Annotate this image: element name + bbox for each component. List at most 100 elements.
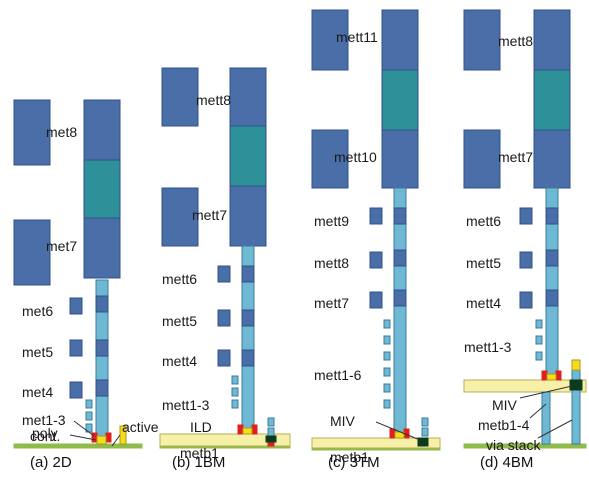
met6-square	[95, 295, 109, 313]
mett10-block	[311, 129, 349, 189]
mett1-3-small-via-b3	[231, 399, 239, 409]
mett1-6-small-via-c4	[383, 367, 391, 377]
mett8-stack-block-d	[533, 9, 571, 71]
poly-pointer	[69, 434, 97, 441]
metb1-via-c2	[421, 427, 429, 437]
ild-layer-d	[463, 379, 587, 393]
mett6-side-square	[217, 265, 231, 283]
met4-square	[95, 379, 109, 397]
mett1-3-small-via-d1	[535, 319, 543, 329]
caption-c: (c) 3TM	[328, 454, 380, 471]
label-mett7: mett7	[192, 207, 227, 223]
contact-red-c1	[389, 428, 396, 439]
miv-d	[569, 379, 583, 391]
mett9-square	[393, 207, 407, 225]
caption-d: (d) 4BM	[480, 454, 533, 471]
mett6-square-d	[545, 207, 559, 225]
poly-yellow-a1	[96, 435, 107, 445]
poly-yellow-d1	[546, 373, 557, 381]
miv-c	[417, 437, 429, 447]
via-stack-pointer-d	[537, 419, 573, 439]
label-mett5: mett5	[162, 313, 197, 329]
label-met5: met5	[22, 344, 53, 360]
met8-stack-block	[83, 99, 121, 163]
mett1-6-small-via-c1	[383, 319, 391, 329]
met5-square	[95, 339, 109, 357]
substrate-d	[463, 443, 587, 449]
label-mett7-d: mett7	[498, 149, 533, 165]
label-mett6: mett6	[162, 271, 197, 287]
mett4-square-d	[545, 289, 559, 307]
teal-via-block-c	[381, 69, 419, 131]
label-poly: poly	[32, 425, 58, 441]
mett8-block	[161, 67, 199, 127]
mett1-6-small-via-c3	[383, 351, 391, 361]
mett1-6-small-via-c5	[383, 383, 391, 393]
contact-red-b1	[237, 424, 244, 435]
mett4-side-square	[217, 349, 231, 367]
mett11-stack-block	[381, 9, 419, 71]
mett10-stack-block	[381, 129, 419, 189]
contact-red-d1	[541, 370, 548, 381]
label-met4: met4	[22, 384, 53, 400]
label-mett11: mett11	[336, 29, 378, 45]
met5-side-square	[69, 339, 83, 357]
label-metb1: metb1	[180, 445, 219, 461]
mett5-side-square-d	[519, 251, 533, 269]
label-mett7-c: mett7	[314, 295, 349, 311]
metb1-via-c1	[421, 417, 429, 427]
mett7-square-c	[393, 289, 407, 307]
mett6-side-square-d	[519, 207, 533, 225]
label-metb1-4: metb1-4	[478, 417, 530, 433]
contact-red-d2	[555, 370, 562, 381]
miv-pointer-d	[519, 385, 573, 399]
label-cont: cont.	[30, 428, 60, 444]
panel-d-4bm: mett8 mett7 mett6 mett5 mett4 mett1-3 MIV metb1…	[463, 9, 587, 471]
mett1-6-small-via-c6	[383, 399, 391, 409]
label-ild: ILD	[190, 419, 212, 435]
mett1-3-small-via-b1	[231, 375, 239, 385]
met1-3-small-via-a2	[85, 411, 93, 421]
label-mett6-d: mett6	[466, 213, 501, 229]
metb-via-column-d	[541, 391, 551, 445]
caption-a: (a) 2D	[30, 454, 72, 471]
mett7-stack-block	[229, 185, 267, 247]
met8-block	[13, 99, 51, 166]
ild-layer-b	[159, 433, 291, 447]
active-pointer	[111, 434, 121, 447]
mett1-6-small-via-c2	[383, 335, 391, 345]
label-met1-3: met1-3	[22, 412, 66, 428]
poly-yellow-d2	[571, 359, 581, 371]
ild-layer-c	[311, 437, 441, 449]
mett8-stack-block	[229, 67, 267, 127]
label-via-stack: via stack	[486, 437, 541, 453]
panel-c-3tm: mett11 mett10 mett9 mett8 mett7 mett1-6 MIV met…	[311, 9, 441, 471]
label-mett1-3: mett1-3	[162, 397, 210, 413]
mett1-3-small-via-b2	[231, 387, 239, 397]
mett1-3-small-via-d2	[535, 335, 543, 345]
cont-pointer	[73, 420, 95, 437]
mett7-stack-block-d	[533, 129, 571, 189]
label-miv-d: MIV	[492, 397, 518, 413]
label-mett4: mett4	[162, 353, 197, 369]
mett4-square	[241, 349, 255, 367]
contact-red-a2	[105, 432, 112, 443]
label-active: active	[122, 419, 159, 435]
label-mett8-d: mett8	[498, 33, 533, 49]
mett9-side-square	[369, 207, 383, 225]
mett8-square-c	[393, 249, 407, 267]
mett6-square	[241, 265, 255, 283]
label-mett10: mett10	[334, 149, 377, 165]
label-mett8-c: mett8	[314, 255, 349, 271]
via-connector-b	[265, 435, 277, 443]
metb1-via-b1	[267, 417, 275, 427]
label-met6: met6	[22, 303, 53, 319]
mett4-side-square-d	[519, 291, 533, 309]
mett8-block-d	[463, 9, 501, 71]
panel-b-1bm: mett8 mett7 mett6 mett5 mett4 mett1-3 ILD metb1…	[159, 67, 291, 471]
teal-via-block-d	[533, 69, 571, 131]
teal-via-block-a	[83, 159, 121, 221]
metb1-4-pointer-d	[529, 403, 547, 419]
